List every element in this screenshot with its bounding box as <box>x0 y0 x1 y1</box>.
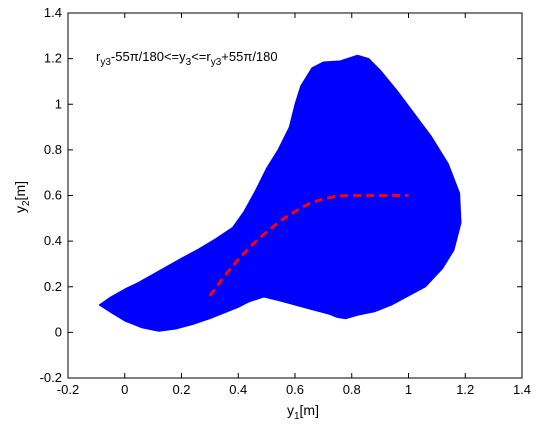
x-axis-label: y1[m] <box>287 402 319 422</box>
x-tick-label: 0 <box>121 382 128 397</box>
y-tick-label: 1.4 <box>44 5 62 20</box>
x-tick-label: 0.8 <box>343 382 361 397</box>
y-tick-label: -0.2 <box>40 370 62 385</box>
x-tick-label: 0.4 <box>229 382 247 397</box>
tick-layer: -0.2 0 0.2 0.4 0.6 0.8 1 1.2 1.4 -0.2 0 0.2 0.4 0.6 0.… <box>40 5 531 397</box>
x-tick-label: 1.2 <box>456 382 474 397</box>
y-tick-label: 0.4 <box>44 233 62 248</box>
y-tick-label: 1.2 <box>44 51 62 66</box>
y-tick-label: 0 <box>55 324 62 339</box>
x-tick-label: 0.2 <box>172 382 190 397</box>
line-layer <box>208 194 409 297</box>
reachable-region <box>98 54 462 332</box>
x-tick-label: 1.4 <box>513 382 531 397</box>
y-axis-label: y2[m] <box>12 181 32 213</box>
y-tick-label: 0.6 <box>44 188 62 203</box>
y-tick-label: 1 <box>55 96 62 111</box>
region-layer <box>98 54 462 332</box>
y-tick-label: 0.2 <box>44 279 62 294</box>
x-tick-label: 0.6 <box>286 382 304 397</box>
x-tick-label: -0.2 <box>57 382 79 397</box>
annotation: ry3-55π/180<=y3<=ry3+55π/180 <box>96 49 278 68</box>
reference-trajectory-line <box>208 194 409 297</box>
x-tick-label: 1 <box>405 382 412 397</box>
y-tick-label: 0.8 <box>44 142 62 157</box>
